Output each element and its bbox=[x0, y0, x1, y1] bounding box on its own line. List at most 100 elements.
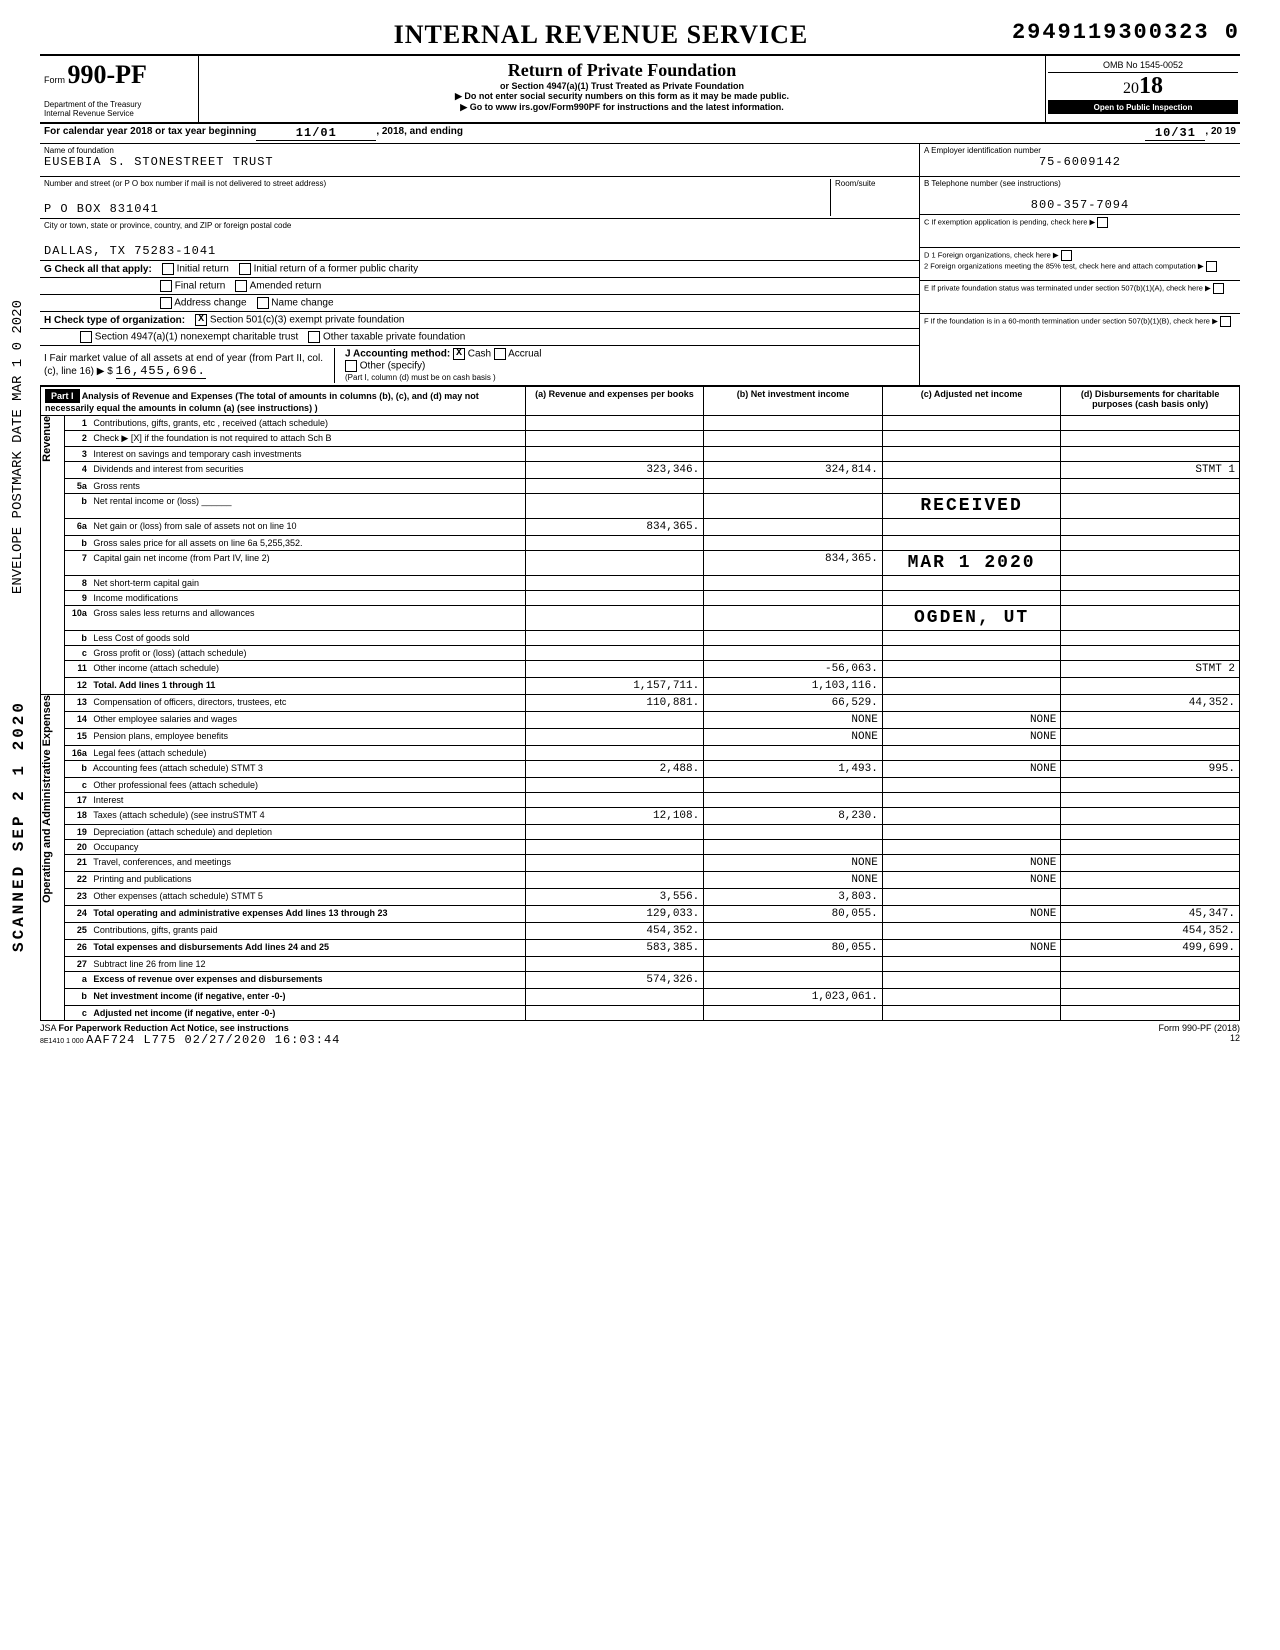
table-row: 7 Capital gain net income (from Part IV,… bbox=[41, 551, 1240, 576]
row-label: 7 Capital gain net income (from Part IV,… bbox=[64, 551, 525, 576]
col-b-header: (b) Net investment income bbox=[704, 387, 883, 416]
envelope-stamp: ENVELOPE POSTMARK DATE MAR 1 0 2020 bbox=[10, 300, 26, 594]
section-c-label: C If exemption application is pending, c… bbox=[924, 217, 1087, 226]
public-inspection-label: Open to Public Inspection bbox=[1048, 101, 1238, 114]
table-row: 14 Other employee salaries and wagesNONE… bbox=[41, 712, 1240, 729]
col-a-header: (a) Revenue and expenses per books bbox=[525, 387, 704, 416]
cell-b bbox=[704, 778, 883, 793]
cell-b: 1,103,116. bbox=[704, 678, 883, 695]
row-label: 19 Depreciation (attach schedule) and de… bbox=[64, 825, 525, 840]
row-label: 3 Interest on savings and temporary cash… bbox=[64, 447, 525, 462]
cell-a bbox=[525, 631, 704, 646]
cell-c bbox=[882, 989, 1061, 1006]
cell-d: 995. bbox=[1061, 761, 1240, 778]
cell-c bbox=[882, 631, 1061, 646]
row-label: 21 Travel, conferences, and meetings bbox=[64, 855, 525, 872]
60-month-checkbox[interactable] bbox=[1220, 316, 1231, 327]
501c3-checkbox[interactable]: X bbox=[195, 314, 207, 326]
row-label: 11 Other income (attach schedule) bbox=[64, 661, 525, 678]
cell-d bbox=[1061, 536, 1240, 551]
foreign-85-checkbox[interactable] bbox=[1206, 261, 1217, 272]
cell-b: 1,493. bbox=[704, 761, 883, 778]
section-ij-row: I Fair market value of all assets at end… bbox=[40, 346, 919, 385]
cell-a bbox=[525, 591, 704, 606]
exemption-pending-checkbox[interactable] bbox=[1097, 217, 1108, 228]
initial-former-checkbox[interactable] bbox=[239, 263, 251, 275]
cell-d bbox=[1061, 646, 1240, 661]
cell-d bbox=[1061, 855, 1240, 872]
cell-b bbox=[704, 447, 883, 462]
final-return-checkbox[interactable] bbox=[160, 280, 172, 292]
table-row: 22 Printing and publicationsNONENONE bbox=[41, 872, 1240, 889]
cell-c bbox=[882, 889, 1061, 906]
table-row: 11 Other income (attach schedule)-56,063… bbox=[41, 661, 1240, 678]
cell-b bbox=[704, 840, 883, 855]
cash-checkbox[interactable]: X bbox=[453, 348, 465, 360]
table-row: 16a Legal fees (attach schedule) bbox=[41, 746, 1240, 761]
amended-return-checkbox[interactable] bbox=[235, 280, 247, 292]
row-label: c Gross profit or (loss) (attach schedul… bbox=[64, 646, 525, 661]
other-taxable-checkbox[interactable] bbox=[308, 331, 320, 343]
cell-c bbox=[882, 416, 1061, 431]
cell-a: 1,157,711. bbox=[525, 678, 704, 695]
cell-a bbox=[525, 431, 704, 447]
cell-a bbox=[525, 872, 704, 889]
cell-d: 44,352. bbox=[1061, 695, 1240, 712]
cell-d bbox=[1061, 778, 1240, 793]
foundation-name: EUSEBIA S. STONESTREET TRUST bbox=[44, 155, 915, 169]
cell-a bbox=[525, 729, 704, 746]
initial-return-checkbox[interactable] bbox=[162, 263, 174, 275]
other-method-checkbox[interactable] bbox=[345, 360, 357, 372]
cell-c bbox=[882, 825, 1061, 840]
cell-a bbox=[525, 646, 704, 661]
row-label: b Accounting fees (attach schedule) STMT… bbox=[64, 761, 525, 778]
paperwork-notice: For Paperwork Reduction Act Notice, see … bbox=[59, 1023, 289, 1033]
table-row: 26 Total expenses and disbursements Add … bbox=[41, 940, 1240, 957]
cell-a bbox=[525, 551, 704, 576]
cell-a: 129,033. bbox=[525, 906, 704, 923]
period-begin: 11/01 bbox=[256, 126, 376, 141]
cell-c bbox=[882, 661, 1061, 678]
cell-d bbox=[1061, 551, 1240, 576]
ein-label: A Employer identification number bbox=[924, 146, 1236, 155]
name-change-checkbox[interactable] bbox=[257, 297, 269, 309]
cell-a bbox=[525, 606, 704, 631]
cell-b bbox=[704, 793, 883, 808]
cell-c bbox=[882, 646, 1061, 661]
irs-title: INTERNAL REVENUE SERVICE bbox=[394, 20, 809, 50]
accrual-checkbox[interactable] bbox=[494, 348, 506, 360]
ein-value: 75-6009142 bbox=[924, 155, 1236, 169]
address-change-checkbox[interactable] bbox=[160, 297, 172, 309]
row-label: b Less Cost of goods sold bbox=[64, 631, 525, 646]
table-row: 18 Taxes (attach schedule) (see instruST… bbox=[41, 808, 1240, 825]
cell-c bbox=[882, 591, 1061, 606]
cell-a: 2,488. bbox=[525, 761, 704, 778]
cell-a: 110,881. bbox=[525, 695, 704, 712]
cell-b bbox=[704, 479, 883, 494]
cell-b bbox=[704, 431, 883, 447]
cell-b bbox=[704, 519, 883, 536]
cell-c: NONE bbox=[882, 855, 1061, 872]
table-row: 12 Total. Add lines 1 through 111,157,71… bbox=[41, 678, 1240, 695]
cell-c bbox=[882, 462, 1061, 479]
status-terminated-checkbox[interactable] bbox=[1213, 283, 1224, 294]
cell-d: 45,347. bbox=[1061, 906, 1240, 923]
phone-value: 800-357-7094 bbox=[924, 198, 1236, 212]
row-label: a Excess of revenue over expenses and di… bbox=[64, 972, 525, 989]
table-row: a Excess of revenue over expenses and di… bbox=[41, 972, 1240, 989]
cell-a bbox=[525, 416, 704, 431]
scanned-stamp: SCANNED SEP 2 1 2020 bbox=[10, 700, 28, 952]
cell-c bbox=[882, 695, 1061, 712]
part1-header: Part I bbox=[45, 389, 80, 403]
4947-checkbox[interactable] bbox=[80, 331, 92, 343]
header-row: INTERNAL REVENUE SERVICE 2949119300323 0 bbox=[40, 20, 1240, 50]
cell-b: NONE bbox=[704, 855, 883, 872]
cell-d bbox=[1061, 808, 1240, 825]
table-row: 4 Dividends and interest from securities… bbox=[41, 462, 1240, 479]
cell-b bbox=[704, 591, 883, 606]
cell-d bbox=[1061, 957, 1240, 972]
row-label: 22 Printing and publications bbox=[64, 872, 525, 889]
foreign-org-checkbox[interactable] bbox=[1061, 250, 1072, 261]
cell-b: 80,055. bbox=[704, 906, 883, 923]
section-e-label: E If private foundation status was termi… bbox=[924, 283, 1203, 292]
